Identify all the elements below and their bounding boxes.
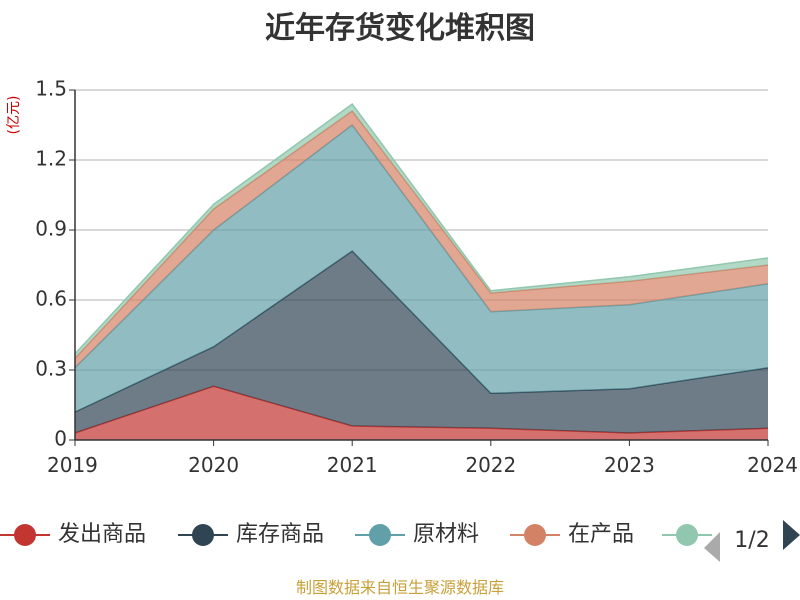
legend-label: 在产品 — [568, 522, 634, 547]
y-tick-label: 1.2 — [35, 147, 67, 171]
y-tick-label: 0.6 — [35, 287, 67, 311]
axes: 0 0.3 0.6 0.9 1.2 1.5 2019 2020 2021 2022 2023 2024 — [35, 77, 798, 478]
x-tick-label: 2022 — [465, 453, 516, 477]
legend: 发出商品 库存商品 原材料 在产品 — [0, 522, 712, 547]
y-axis-unit: (亿元) — [6, 96, 22, 135]
x-tick-label: 2024 — [747, 453, 798, 477]
legend-marker-icon — [676, 524, 698, 546]
area-series-2 — [75, 125, 768, 412]
legend-item-4[interactable] — [662, 524, 712, 546]
y-tick-label: 0.3 — [35, 357, 67, 381]
legend-marker-icon — [192, 524, 214, 546]
x-tick-label: 2019 — [47, 453, 98, 477]
area-series-3 — [75, 111, 768, 368]
legend-marker-icon — [14, 524, 36, 546]
legend-item-0[interactable]: 发出商品 — [0, 522, 146, 547]
legend-page-indicator: 1/2 — [734, 528, 769, 553]
legend-label: 原材料 — [413, 522, 479, 547]
y-tick-label: 0 — [54, 427, 67, 451]
source-note: 制图数据来自恒生聚源数据库 — [296, 578, 504, 597]
area-series-1 — [75, 251, 768, 433]
legend-item-1[interactable]: 库存商品 — [178, 522, 324, 547]
area-series — [74, 102, 769, 440]
legend-marker-icon — [369, 524, 391, 546]
chart-title: 近年存货变化堆积图 — [265, 11, 535, 46]
legend-marker-icon — [524, 524, 546, 546]
next-page-icon[interactable] — [783, 520, 800, 550]
series-line-4 — [74, 102, 769, 355]
x-tick-label: 2023 — [604, 453, 655, 477]
legend-label: 发出商品 — [58, 522, 146, 547]
legend-label: 库存商品 — [236, 522, 324, 547]
area-series-0 — [75, 386, 768, 440]
y-tick-label: 1.5 — [35, 77, 67, 101]
legend-pager: 1/2 — [704, 520, 800, 562]
y-tick-label: 0.9 — [35, 217, 67, 241]
legend-item-2[interactable]: 原材料 — [355, 522, 479, 547]
legend-item-3[interactable]: 在产品 — [510, 522, 634, 547]
x-tick-label: 2021 — [327, 453, 378, 477]
x-tick-label: 2020 — [188, 453, 239, 477]
prev-page-icon[interactable] — [704, 532, 720, 562]
